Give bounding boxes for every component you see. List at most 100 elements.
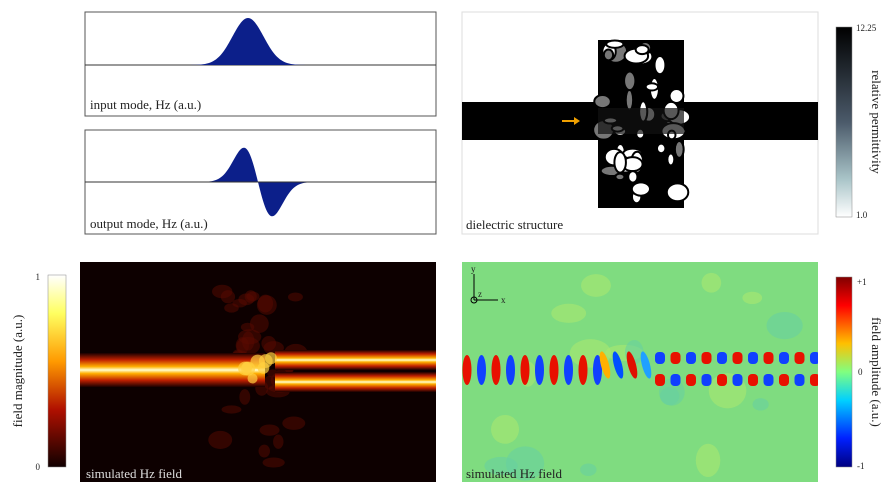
input-mode-panel: input mode, Hz (a.u.) [85,12,436,116]
pattern-cell [594,95,611,108]
figure: input mode, Hz (a.u.) output mode, Hz (a… [0,0,886,482]
wave-lobe [717,352,727,364]
hot-spot [238,362,252,376]
pattern-cell [632,182,650,195]
colorbar-max: 12.25 [856,23,877,33]
field-band [275,372,436,392]
colorbar-min: 0 [36,462,41,472]
scatter-wave [491,415,519,444]
wave-lobe [810,352,820,364]
wave-lobe [671,352,681,364]
wave-lobe [779,352,789,364]
pattern-cell [606,40,623,47]
pattern-cell [670,89,684,103]
scatter-glow [222,405,242,413]
dielectric-panel: dielectric structure [462,12,818,234]
scatter-wave [660,387,679,405]
pattern-cell [657,144,665,154]
colorbar [836,27,852,217]
field-magnitude-colorbar: 1 0 field magnitude (a.u.) [10,272,66,472]
wave-lobe [655,352,665,364]
colorbar-min: 1.0 [856,210,868,220]
pattern-cell [624,72,635,91]
pattern-cell [646,83,658,90]
axis-label: z [478,289,482,299]
colorbar-mid: 0 [858,367,863,377]
colorbar-max: +1 [857,277,867,287]
panel-label: dielectric structure [466,217,563,232]
scatter-wave [767,312,803,339]
field-amplitude-panel: y x z simulated Hz field [462,262,820,482]
field-magnitude-panel: simulated Hz field [80,262,436,482]
pattern-cell [655,56,666,74]
wave-lobe [492,355,501,385]
wave-lobe [748,352,758,364]
colorbar-title: field amplitude (a.u.) [869,317,884,427]
waveguide-overlap [598,108,684,134]
wave-lobe [717,374,727,386]
pattern-cell [667,154,674,166]
scatter-wave [753,398,769,410]
wave-lobe [671,374,681,386]
wave-lobe [764,374,774,386]
scatter-glow [238,293,254,305]
permittivity-colorbar: 12.25 1.0 relative permittivity [836,23,884,220]
pattern-cell [636,45,649,54]
wave-lobe [733,352,743,364]
colorbar-title: relative permittivity [869,70,884,174]
panel-label: output mode, Hz (a.u.) [90,216,208,231]
field-band [80,353,265,387]
axis-label: x [501,295,506,305]
scatter-glow [282,417,305,430]
wave-lobe [506,355,515,385]
scatter-glow [208,431,232,449]
pattern-cell [615,174,624,181]
wave-lobe [550,355,559,385]
scatter-glow [221,290,235,303]
colorbar-min: -1 [857,461,865,471]
scatter-wave [580,463,596,476]
wave-lobe [579,355,588,385]
pattern-cell [614,152,625,173]
wave-lobe [477,355,486,385]
scatter-wave [581,274,611,297]
scatter-wave [702,273,722,293]
wave-lobe [702,374,712,386]
scatter-glow [224,303,239,312]
wave-lobe [702,352,712,364]
scatter-glow [238,329,261,344]
wave-lobe [748,374,758,386]
panel-label: simulated Hz field [86,466,183,481]
scatter-glow [239,389,250,405]
panel-label: input mode, Hz (a.u.) [90,97,201,112]
wave-lobe [655,374,665,386]
pattern-cell [628,171,637,183]
scatter-glow [259,445,270,458]
hot-spot [259,354,273,368]
scatter-wave [742,292,762,304]
pattern-cell [604,50,613,61]
field-band [275,350,436,370]
wave-lobe [810,374,820,386]
pattern-cell [626,90,633,111]
wave-lobe [686,352,696,364]
wave-lobe [764,352,774,364]
panel-label: simulated Hz field [466,466,563,481]
pattern-cell [667,183,688,201]
scatter-glow [263,458,285,468]
scatter-glow [258,295,273,313]
axis-label: y [471,264,476,274]
scatter-wave [696,444,721,477]
colorbar [836,277,852,467]
colorbar-title: field magnitude (a.u.) [10,315,25,428]
wave-lobe [535,355,544,385]
wave-lobe [686,374,696,386]
pattern-cell [675,141,684,158]
field-amplitude-colorbar: +1 0 -1 field amplitude (a.u.) [836,277,884,471]
wave-lobe [521,355,530,385]
scatter-glow [260,424,280,435]
output-mode-panel: output mode, Hz (a.u.) [85,130,436,234]
wave-lobe [795,374,805,386]
colorbar-max: 1 [36,272,41,282]
scatter-wave [551,304,586,323]
